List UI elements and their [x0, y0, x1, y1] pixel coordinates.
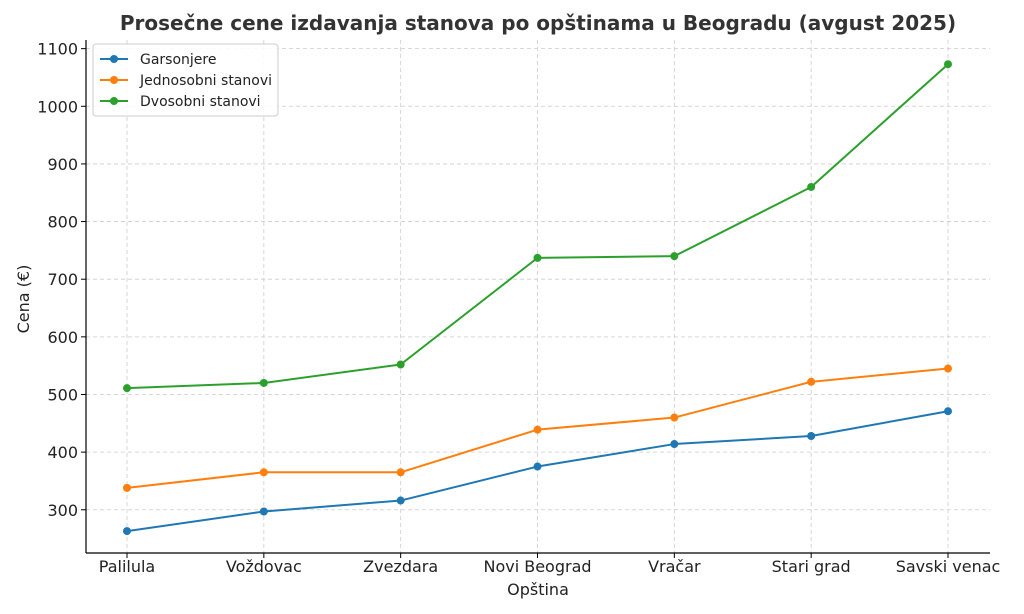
data-point: [123, 384, 131, 393]
series-3: [123, 60, 952, 393]
legend-entry: Garsonjere: [100, 52, 216, 68]
legend-swatch-marker: [110, 55, 118, 63]
series-2: [123, 364, 952, 492]
legend-entry: Dvosobni stanovi: [100, 94, 261, 110]
legend-entry: Jednosobni stanovi: [100, 73, 272, 89]
x-tick-label: Zvezdara: [363, 557, 438, 576]
data-point: [944, 364, 952, 373]
legend: Garsonjere Jednosobni stanovi Dvosobni sta…: [92, 43, 279, 117]
data-point: [670, 440, 679, 449]
data-point: [533, 253, 542, 262]
data-point: [944, 60, 952, 69]
data-point: [670, 413, 679, 422]
y-tick-label: 1000: [37, 97, 78, 116]
data-point: [396, 468, 405, 477]
data-point: [259, 468, 268, 477]
x-tick-label: Stari grad: [772, 557, 851, 576]
y-tick-label: 800: [47, 213, 78, 232]
x-tick-label: Voždovac: [226, 557, 302, 576]
data-point: [670, 252, 679, 261]
legend-label: Jednosobni stanovi: [139, 73, 272, 89]
legend-label: Dvosobni stanovi: [140, 94, 261, 110]
x-tick-label: Vračar: [648, 557, 701, 576]
data-point: [807, 182, 816, 191]
y-tick-label: 700: [47, 270, 78, 289]
legend-swatch-marker: [110, 76, 118, 84]
y-tick-label: 900: [47, 155, 78, 174]
x-tick-label: Novi Beograd: [483, 557, 591, 576]
y-axis-label: Cena (€): [14, 265, 33, 334]
legend-box: [92, 43, 279, 117]
data-point: [396, 360, 405, 369]
y-tick-label: 600: [47, 328, 78, 347]
data-point: [396, 496, 405, 505]
x-tick-label: Savski venac: [896, 557, 1001, 576]
y-tick-labels: 300 400 500 600 700 800 900 1000 1100: [37, 40, 86, 520]
x-axis-label: Opština: [507, 580, 569, 599]
data-point: [807, 431, 816, 440]
series: [123, 60, 952, 536]
data-point: [123, 527, 131, 536]
y-tick-label: 500: [47, 385, 78, 404]
data-point: [533, 425, 542, 434]
y-tick-label: 300: [47, 501, 78, 520]
data-point: [259, 378, 268, 387]
data-point: [533, 462, 542, 471]
legend-swatch-marker: [110, 97, 118, 105]
x-tick-label: Palilula: [99, 557, 155, 576]
y-tick-label: 400: [47, 443, 78, 462]
chart-title: Prosečne cene izdavanja stanova po opšti…: [120, 11, 956, 35]
x-tick-labels: Palilula Voždovac Zvezdara Novi Beograd Vrač…: [99, 553, 1001, 576]
data-point: [123, 483, 131, 492]
y-tick-label: 1100: [37, 40, 78, 59]
data-point: [944, 407, 952, 416]
data-point: [807, 377, 816, 386]
axes: [85, 40, 990, 554]
legend-label: Garsonjere: [140, 52, 216, 68]
data-point: [259, 507, 268, 516]
series-1: [123, 407, 952, 536]
grid: [86, 40, 990, 553]
